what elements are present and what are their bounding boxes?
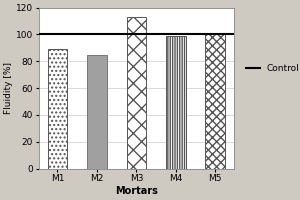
Bar	[127, 17, 146, 168]
X-axis label: Mortars: Mortars	[115, 186, 158, 196]
Legend: Control: Control	[242, 61, 300, 77]
Bar	[206, 33, 225, 168]
Bar	[166, 36, 186, 168]
Bar	[87, 55, 107, 168]
Y-axis label: Fluidity [%]: Fluidity [%]	[4, 62, 13, 114]
Bar	[48, 49, 67, 168]
